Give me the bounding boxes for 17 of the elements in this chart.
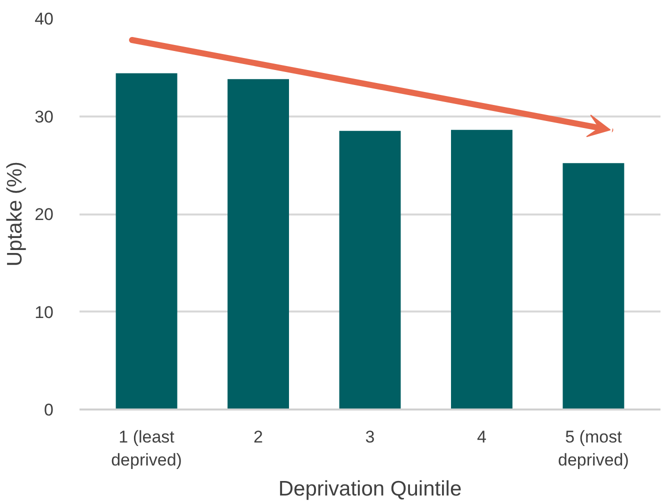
y-tick-label: 0	[44, 400, 54, 420]
bar	[339, 130, 401, 410]
x-tick-label: 4	[477, 428, 486, 446]
x-tick-label: 1 (least deprived)	[111, 428, 182, 470]
bar	[228, 79, 289, 410]
x-tick-label: 5 (most deprived)	[558, 428, 629, 470]
x-tick-label: 3	[365, 428, 375, 446]
x-tick-label: 2	[254, 428, 264, 446]
y-tick-label: 10	[34, 302, 54, 322]
x-axis-title: Deprivation Quintile	[278, 477, 462, 500]
y-tick-label: 30	[34, 107, 54, 126]
y-axis-title: Uptake (%)	[4, 161, 27, 267]
y-tick-label: 40	[34, 10, 54, 28]
y-tick-label: 20	[34, 205, 54, 224]
bar	[562, 163, 624, 410]
bar	[116, 73, 178, 410]
bar	[451, 130, 512, 410]
